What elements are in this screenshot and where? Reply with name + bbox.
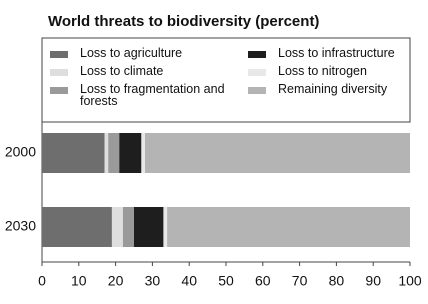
legend-swatch [50,51,68,58]
x-tick-label: 30 [145,273,161,289]
x-tick-label: 100 [398,273,422,289]
legend-swatch [50,69,68,76]
legend-label: Remaining diversity [278,82,388,96]
legend-swatch [50,87,68,94]
bar-segment [108,133,120,173]
bar-segment [145,133,411,173]
x-tick-label: 80 [329,273,345,289]
x-tick-label: 10 [71,273,87,289]
bar-segment [104,133,109,173]
bar-segment [141,133,146,173]
x-tick-label: 90 [365,273,381,289]
bar-segment [119,133,142,173]
x-tick-label: 50 [218,273,234,289]
chart-title: World threats to biodiversity (percent) [48,13,319,30]
legend-swatch [248,69,266,76]
legend-label: Loss to infrastructure [278,46,395,60]
legend-swatch [248,51,266,58]
legend-label: Loss to agriculture [80,46,183,60]
x-tick-label: 20 [108,273,124,289]
legend-swatch [248,87,266,94]
legend-label: Loss to climate [80,64,164,78]
x-tick-label: 0 [38,273,46,289]
x-tick-label: 70 [292,273,308,289]
legend-label: Loss to fragmentation and forests [80,82,225,108]
bar-segment [167,207,410,247]
bar-segment [111,207,123,247]
bar-segment [42,133,105,173]
bar-segment [42,207,112,247]
bar-segment [122,207,134,247]
x-tick-label: 40 [181,273,197,289]
y-tick-label: 2030 [5,218,36,234]
bar-segment [163,207,168,247]
x-tick-label: 60 [255,273,271,289]
y-tick-label: 2000 [5,144,36,160]
bar-segment [134,207,164,247]
legend-label: Loss to nitrogen [278,64,367,78]
